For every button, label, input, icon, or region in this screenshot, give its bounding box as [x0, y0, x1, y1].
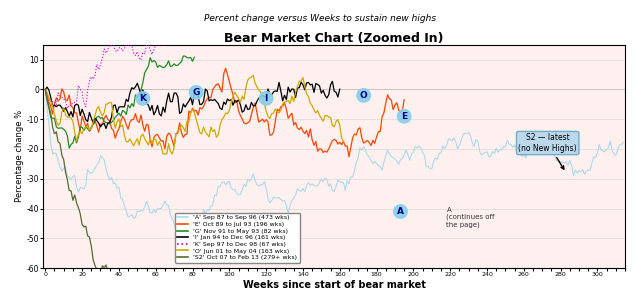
Legend: 'A' Sep 87 to Sep 96 (473 wks), 'E' Oct 89 to Jul 93 (196 wks), 'G' Nov 91 to Ma: 'A' Sep 87 to Sep 96 (473 wks), 'E' Oct …: [175, 213, 300, 263]
Text: Percent change versus Weeks to sustain new highs: Percent change versus Weeks to sustain n…: [204, 14, 436, 23]
Text: S2 — latest
(no New Highs): S2 — latest (no New Highs): [518, 133, 577, 169]
Text: G: G: [193, 88, 200, 97]
Y-axis label: Percentage change %: Percentage change %: [15, 110, 24, 203]
Text: E: E: [401, 112, 407, 121]
Text: A
(continues off
the page): A (continues off the page): [447, 207, 495, 228]
Text: A: A: [397, 207, 404, 216]
Title: Bear Market Chart (Zoomed In): Bear Market Chart (Zoomed In): [225, 32, 444, 45]
Text: O: O: [360, 91, 367, 100]
Text: K: K: [140, 94, 147, 103]
Text: I: I: [264, 94, 268, 103]
X-axis label: Weeks since start of bear market: Weeks since start of bear market: [243, 280, 426, 290]
